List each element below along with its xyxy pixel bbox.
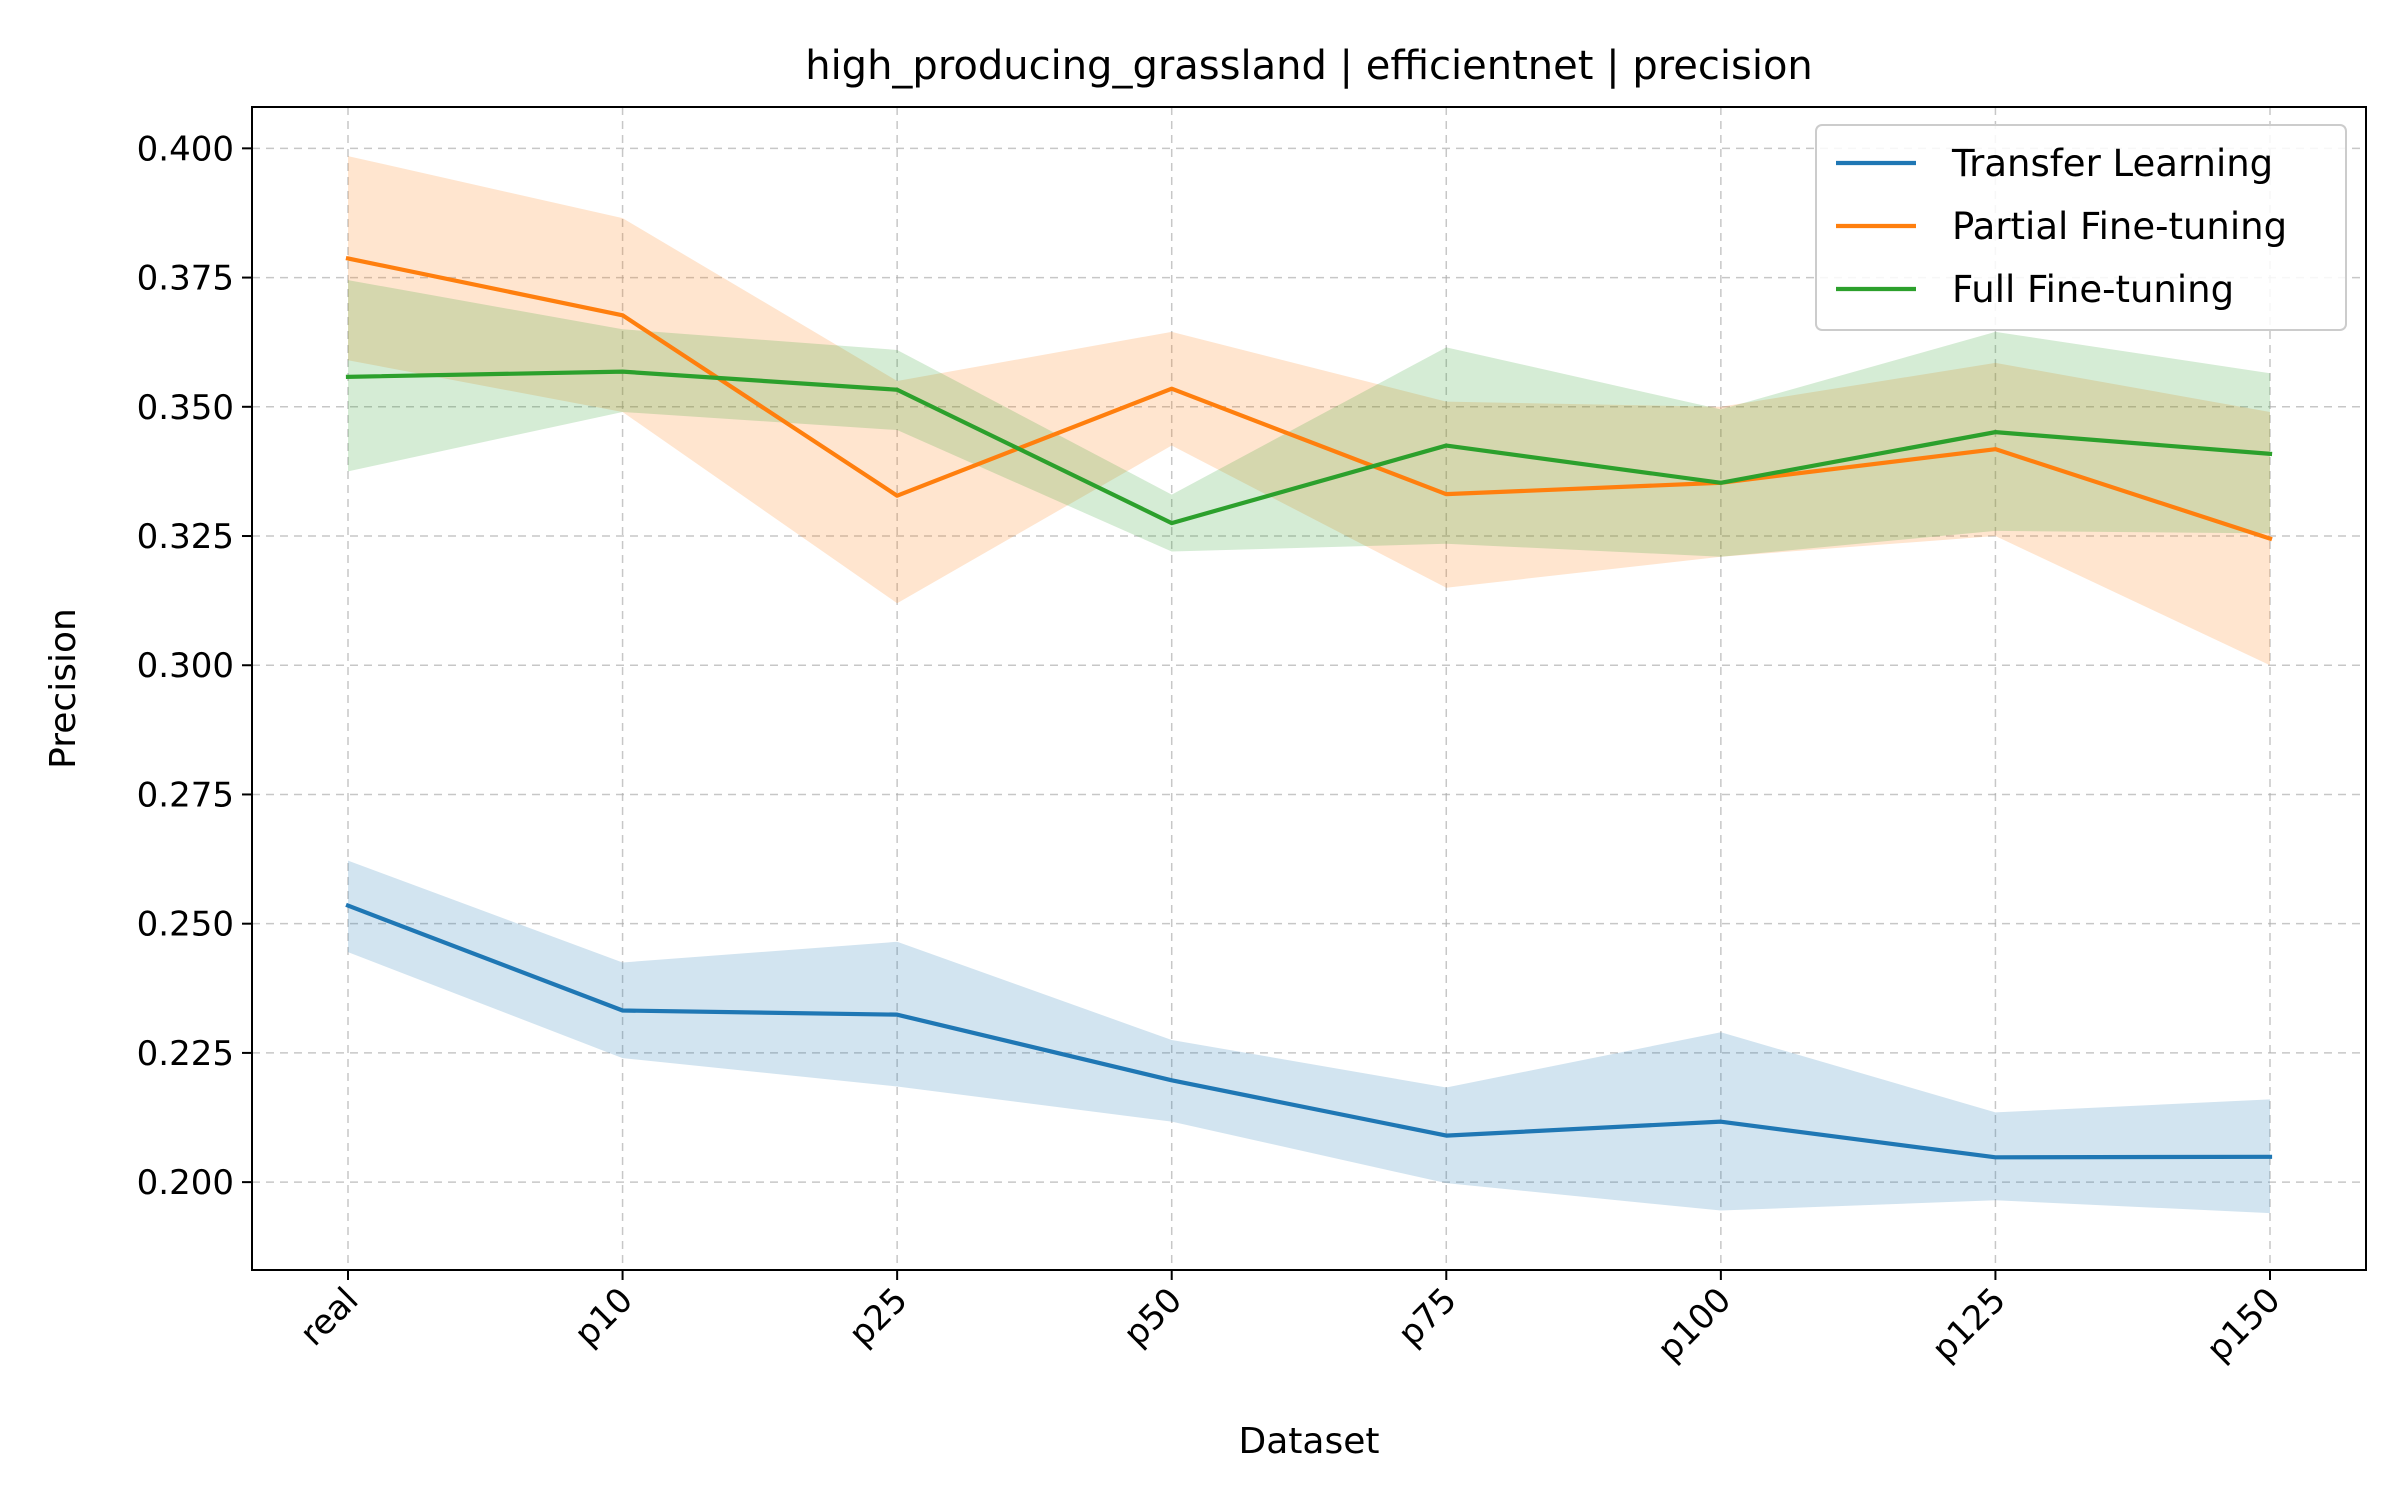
- confidence-band: [348, 280, 2270, 557]
- legend-label: Transfer Learning: [1951, 142, 2273, 185]
- y-tick-label: 0.375: [137, 259, 234, 299]
- y-tick-label: 0.200: [137, 1163, 234, 1203]
- y-tick-label: 0.350: [137, 388, 234, 428]
- series-line: [345, 902, 2273, 1160]
- x-axis-label: Dataset: [1239, 1421, 1380, 1462]
- chart-title: high_producing_grassland | efficientnet …: [805, 43, 1813, 89]
- legend: Transfer Learning Partial Fine-tuning Full…: [1815, 124, 2347, 331]
- legend-label: Partial Fine-tuning: [1952, 205, 2287, 248]
- y-axis-label: Precision: [43, 608, 84, 769]
- y-axis-ticks: 0.200 0.225 0.250 0.275 0.300 0.325 0.350 0.375…: [137, 129, 252, 1203]
- confidence-band: [348, 156, 2270, 666]
- y-tick-label: 0.275: [137, 775, 234, 815]
- series-line: [345, 255, 2273, 542]
- series-line: [345, 369, 2273, 526]
- y-tick-label: 0.225: [137, 1034, 234, 1074]
- confidence-bands: [348, 156, 2270, 1214]
- y-tick-label: 0.300: [137, 646, 234, 686]
- y-tick-label: 0.250: [137, 905, 234, 945]
- confidence-band: [348, 860, 2270, 1214]
- grid-lines: [252, 107, 2366, 1270]
- plot-area-frame: [251, 106, 2367, 1271]
- y-tick-label: 0.400: [137, 129, 234, 169]
- legend-label: Full Fine-tuning: [1952, 268, 2234, 311]
- legend-box: [1815, 124, 2347, 331]
- series-lines: [345, 255, 2273, 1160]
- y-tick-label: 0.325: [137, 517, 234, 557]
